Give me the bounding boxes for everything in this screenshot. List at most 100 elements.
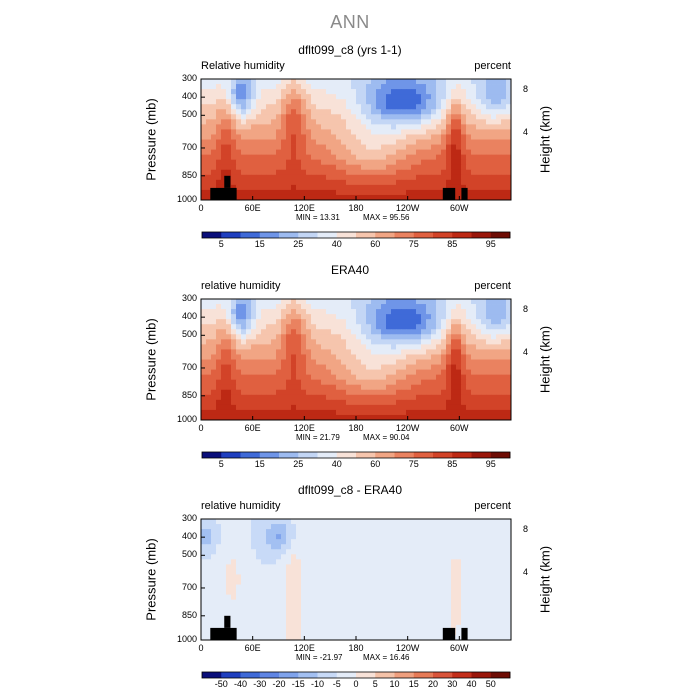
contour-cell [501, 404, 507, 411]
contour-cell [456, 189, 462, 196]
contour-cell [441, 94, 447, 100]
contour-cell [231, 309, 237, 315]
contour-cell [336, 104, 342, 110]
contour-cell [446, 89, 452, 95]
contour-cell [366, 359, 372, 365]
contour-cell [451, 324, 457, 330]
contour-cell [451, 619, 457, 626]
contour-cell [306, 134, 312, 140]
contour-cell [401, 149, 407, 156]
contour-cell [331, 104, 337, 110]
contour-cell [276, 304, 282, 310]
contour-cell [211, 299, 217, 305]
contour-cell [296, 529, 302, 535]
contour-cell [476, 599, 482, 606]
contour-cell [476, 364, 482, 370]
contour-cell [486, 129, 492, 135]
contour-cell [506, 354, 512, 360]
contour-cell [201, 414, 207, 421]
contour-cell [266, 144, 272, 150]
contour-cell [281, 109, 287, 115]
contour-cell [416, 574, 422, 580]
contour-cell [351, 404, 357, 411]
contour-cell [311, 524, 317, 530]
contour-cell [426, 79, 432, 85]
contour-cell [431, 389, 437, 396]
contour-cell [431, 189, 437, 196]
contour-cell [416, 84, 422, 90]
contour-cell [316, 404, 322, 411]
contour-cell [231, 124, 237, 130]
contour-cell [486, 519, 492, 525]
contour-cell [376, 129, 382, 135]
contour-cell [356, 589, 362, 596]
contour-cell [316, 189, 322, 196]
contour-cell [501, 519, 507, 525]
contour-cell [421, 574, 427, 580]
contour-cell [356, 359, 362, 365]
contour-cell [456, 119, 462, 125]
contour-cell [456, 609, 462, 616]
contour-cell [351, 604, 357, 611]
contour-cell [206, 84, 212, 90]
contour-cell [326, 189, 332, 196]
contour-cell [431, 99, 437, 105]
contour-cell [456, 139, 462, 145]
contour-cell [371, 189, 377, 196]
contour-cell [491, 614, 497, 621]
contour-cell [346, 519, 352, 525]
contour-cell [271, 579, 277, 585]
contour-cell [456, 114, 462, 120]
contour-cell [386, 164, 392, 171]
contour-cell [446, 139, 452, 145]
contour-cell [421, 569, 427, 575]
contour-cell [386, 389, 392, 396]
contour-cell [461, 324, 467, 330]
contour-cell [221, 119, 227, 125]
colorbar-swatch [413, 452, 434, 458]
contour-cell [211, 574, 217, 580]
contour-cell [261, 364, 267, 370]
contour-cell [476, 89, 482, 95]
contour-cell [326, 349, 332, 355]
contour-cell [501, 574, 507, 580]
contour-cell [376, 174, 382, 181]
contour-cell [226, 599, 232, 606]
contour-cell [406, 344, 412, 350]
contour-cell [411, 594, 417, 601]
contour-cell [316, 149, 322, 156]
contour-cell [286, 334, 292, 340]
contour-cell [491, 399, 497, 406]
contour-cell [366, 544, 372, 550]
y-tick-label: 700 [181, 141, 197, 152]
contour-cell [416, 149, 422, 156]
contour-cell [321, 554, 327, 560]
contour-cell [361, 139, 367, 145]
contour-cell [246, 379, 252, 386]
contour-cell [401, 594, 407, 601]
contour-cell [251, 299, 257, 305]
contour-cell [361, 129, 367, 135]
contour-cell [241, 374, 247, 381]
contour-cell [281, 604, 287, 611]
contour-cell [206, 194, 212, 201]
contour-cell [496, 159, 502, 166]
contour-cell [341, 569, 347, 575]
contour-cell [341, 549, 347, 555]
contour-cell [421, 94, 427, 100]
contour-cell [271, 614, 277, 621]
contour-cell [426, 339, 432, 345]
contour-cell [436, 94, 442, 100]
contour-cell [471, 149, 477, 156]
contour-cell [251, 89, 257, 95]
contour-cell [226, 124, 232, 130]
contour-cell [411, 599, 417, 606]
contour-cell [366, 159, 372, 166]
contour-cell [376, 309, 382, 315]
contour-cell [406, 544, 412, 550]
contour-cell [446, 359, 452, 365]
contour-cell [326, 84, 332, 90]
contour-cell [321, 569, 327, 575]
contour-cell [236, 194, 242, 201]
contour-cell [221, 104, 227, 110]
